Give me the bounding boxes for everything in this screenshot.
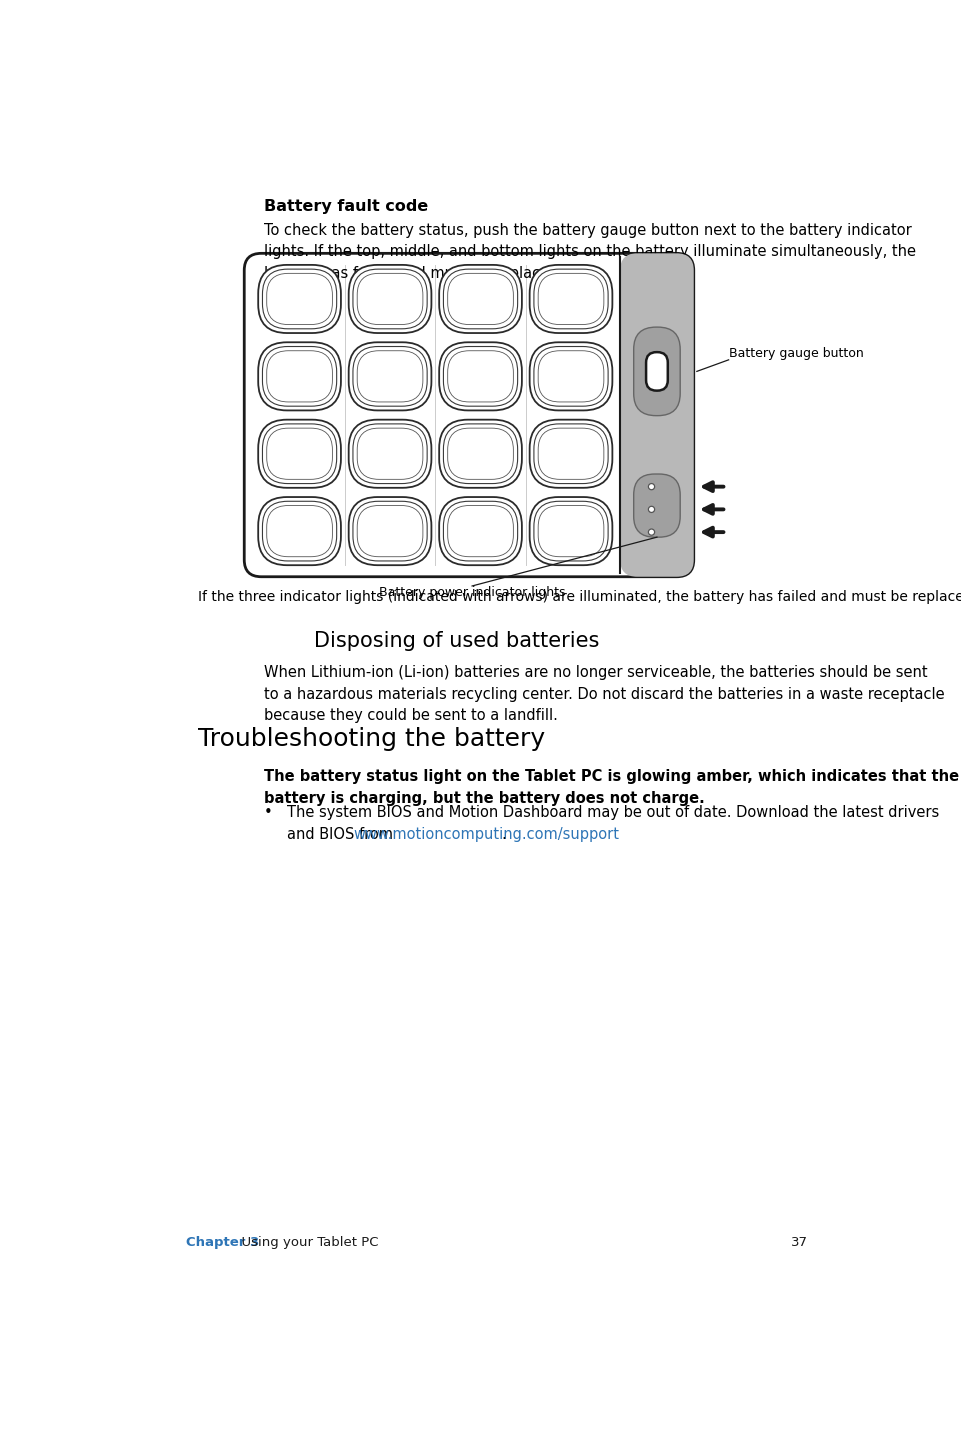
FancyBboxPatch shape	[262, 346, 336, 406]
Text: .: .	[501, 827, 505, 841]
FancyBboxPatch shape	[439, 497, 522, 565]
FancyBboxPatch shape	[443, 346, 517, 406]
Text: Disposing of used batteries: Disposing of used batteries	[313, 631, 599, 651]
FancyBboxPatch shape	[537, 351, 604, 402]
Text: To check the battery status, push the battery gauge button next to the battery i: To check the battery status, push the ba…	[263, 223, 910, 238]
FancyBboxPatch shape	[244, 253, 693, 577]
Circle shape	[648, 507, 653, 512]
FancyBboxPatch shape	[533, 269, 607, 329]
FancyBboxPatch shape	[266, 428, 333, 479]
Text: The battery status light on the Tablet PC is glowing amber, which indicates that: The battery status light on the Tablet P…	[263, 770, 958, 784]
Circle shape	[648, 484, 653, 489]
FancyBboxPatch shape	[348, 419, 431, 488]
FancyBboxPatch shape	[443, 269, 517, 329]
FancyBboxPatch shape	[537, 505, 604, 557]
Text: Using your Tablet PC: Using your Tablet PC	[233, 1236, 379, 1249]
FancyBboxPatch shape	[443, 501, 517, 561]
FancyBboxPatch shape	[357, 505, 423, 557]
FancyBboxPatch shape	[633, 474, 679, 537]
FancyBboxPatch shape	[348, 265, 431, 333]
Text: battery is charging, but the battery does not charge.: battery is charging, but the battery doe…	[263, 791, 703, 806]
FancyBboxPatch shape	[439, 419, 522, 488]
Text: and BIOS from: and BIOS from	[286, 827, 397, 841]
FancyBboxPatch shape	[533, 346, 607, 406]
FancyBboxPatch shape	[258, 497, 340, 565]
FancyBboxPatch shape	[266, 273, 333, 325]
Text: Battery fault code: Battery fault code	[263, 199, 428, 215]
FancyBboxPatch shape	[258, 419, 340, 488]
FancyBboxPatch shape	[439, 265, 522, 333]
Text: Troubleshooting the battery: Troubleshooting the battery	[198, 727, 544, 751]
Circle shape	[648, 529, 653, 535]
FancyBboxPatch shape	[357, 351, 423, 402]
FancyBboxPatch shape	[439, 342, 522, 411]
Text: Battery power indicator lights: Battery power indicator lights	[379, 585, 565, 600]
FancyBboxPatch shape	[447, 428, 513, 479]
Text: www.motioncomputing.com/support: www.motioncomputing.com/support	[354, 827, 619, 841]
FancyBboxPatch shape	[533, 501, 607, 561]
FancyBboxPatch shape	[620, 253, 693, 577]
FancyBboxPatch shape	[447, 351, 513, 402]
FancyBboxPatch shape	[443, 424, 517, 484]
Text: If the three indicator lights (indicated with arrows) are illuminated, the batte: If the three indicator lights (indicated…	[198, 590, 961, 604]
FancyBboxPatch shape	[633, 328, 679, 415]
Text: Chapter 3: Chapter 3	[185, 1236, 259, 1249]
FancyBboxPatch shape	[262, 501, 336, 561]
FancyBboxPatch shape	[537, 273, 604, 325]
FancyBboxPatch shape	[266, 351, 333, 402]
FancyBboxPatch shape	[258, 265, 340, 333]
FancyBboxPatch shape	[530, 497, 612, 565]
FancyBboxPatch shape	[537, 428, 604, 479]
Text: lights. If the top, middle, and bottom lights on the battery illuminate simultan: lights. If the top, middle, and bottom l…	[263, 245, 915, 259]
FancyBboxPatch shape	[262, 269, 336, 329]
FancyBboxPatch shape	[258, 342, 340, 411]
FancyBboxPatch shape	[262, 424, 336, 484]
FancyBboxPatch shape	[533, 424, 607, 484]
Text: 37: 37	[790, 1236, 807, 1249]
FancyBboxPatch shape	[646, 352, 667, 391]
FancyBboxPatch shape	[348, 342, 431, 411]
FancyBboxPatch shape	[357, 273, 423, 325]
Text: When Lithium-ion (Li-ion) batteries are no longer serviceable, the batteries sho: When Lithium-ion (Li-ion) batteries are …	[263, 665, 926, 680]
FancyBboxPatch shape	[266, 505, 333, 557]
FancyBboxPatch shape	[530, 265, 612, 333]
FancyBboxPatch shape	[357, 428, 423, 479]
Text: to a hazardous materials recycling center. Do not discard the batteries in a was: to a hazardous materials recycling cente…	[263, 687, 944, 701]
FancyBboxPatch shape	[353, 501, 427, 561]
FancyBboxPatch shape	[353, 269, 427, 329]
FancyBboxPatch shape	[348, 497, 431, 565]
Text: battery has failed and must be replaced.: battery has failed and must be replaced.	[263, 266, 562, 280]
FancyBboxPatch shape	[530, 342, 612, 411]
FancyBboxPatch shape	[447, 505, 513, 557]
Text: because they could be sent to a landfill.: because they could be sent to a landfill…	[263, 708, 557, 724]
Text: Battery gauge button: Battery gauge button	[727, 346, 862, 359]
FancyBboxPatch shape	[353, 346, 427, 406]
FancyBboxPatch shape	[353, 424, 427, 484]
Text: •: •	[263, 806, 272, 820]
FancyBboxPatch shape	[530, 419, 612, 488]
Text: The system BIOS and Motion Dashboard may be out of date. Download the latest dri: The system BIOS and Motion Dashboard may…	[286, 806, 938, 820]
FancyBboxPatch shape	[447, 273, 513, 325]
